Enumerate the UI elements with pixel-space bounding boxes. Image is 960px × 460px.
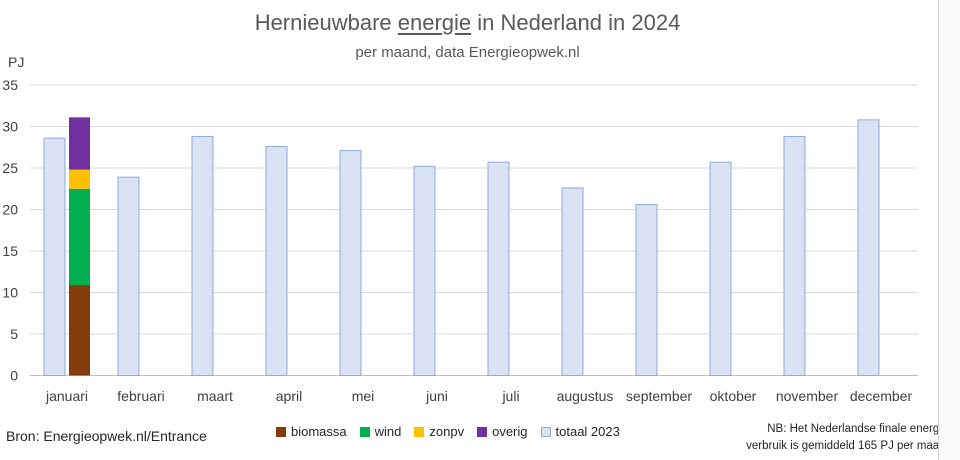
x-tick-label-oktober: oktober — [710, 388, 757, 404]
y-tick-label-25: 25 — [2, 160, 18, 176]
bar-totaal-2023-februari — [117, 176, 140, 376]
bar-totaal-2023-juli — [487, 161, 510, 376]
legend-label-overig: overig — [492, 424, 528, 439]
y-tick-label-15: 15 — [2, 243, 18, 259]
legend-item-overig: overig — [477, 424, 528, 439]
chart-subtitle: per maand, data Energieopwek.nl — [355, 44, 580, 61]
x-tick-label-april: april — [276, 388, 302, 404]
legend-item-wind: wind — [359, 424, 402, 439]
x-tick-label-januari: januari — [45, 388, 88, 404]
bar-totaal-2023-november — [783, 135, 806, 376]
y-tick-label-10: 10 — [2, 285, 18, 301]
x-tick-label-mei: mei — [352, 388, 375, 404]
x-tick-label-juni: juni — [425, 388, 448, 404]
bar-totaal-2023-augustus — [561, 187, 584, 376]
x-tick-label-maart: maart — [197, 388, 233, 404]
chart-title: Hernieuwbare energie in Nederland in 202… — [0, 10, 935, 36]
bar-chart: 0 5 10 15 20 25 30 35 januari februari maart april… — [2, 77, 918, 404]
y-tick-label-0: 0 — [10, 368, 18, 384]
legend-label-biomassa: biomassa — [291, 424, 347, 439]
x-tick-label-september: september — [626, 388, 692, 404]
x-axis-ticks: januari februari maart april mei juni juli augu… — [45, 388, 912, 404]
legend-item-zonpv: zonpv — [414, 424, 464, 439]
bar-overig-januari — [69, 117, 90, 170]
legend-item-biomassa: biomassa — [276, 424, 347, 439]
bar-biomassa-januari — [69, 285, 90, 376]
legend-item-totaal-2023: totaal 2023 — [540, 424, 620, 439]
source-text: Bron: Energieopwek.nl/Entrance — [6, 428, 207, 444]
bar-wind-januari — [69, 188, 90, 286]
legend-label-wind: wind — [374, 424, 402, 439]
y-tick-label-35: 35 — [2, 77, 18, 93]
chart-title-prefix: Hernieuwbare — [254, 10, 398, 35]
bar-totaal-2023-januari — [43, 137, 66, 376]
bars — [43, 117, 880, 376]
y-axis-ticks: 0 5 10 15 20 25 30 35 — [2, 77, 18, 384]
bar-totaal-2023-december — [857, 119, 880, 376]
bar-totaal-2023-april — [265, 145, 288, 376]
legend-label-totaal-2023: totaal 2023 — [555, 424, 620, 439]
x-tick-label-december: december — [850, 388, 913, 404]
bar-totaal-2023-oktober — [709, 161, 732, 376]
y-axis-unit-label: PJ — [8, 54, 25, 70]
legend: biomassa wind zonpv overig totaal 2023 — [276, 424, 620, 439]
bar-zonpv-januari — [69, 169, 90, 189]
bar-totaal-2023-mei — [339, 150, 362, 376]
legend-swatch-overig — [477, 426, 488, 437]
gridlines — [30, 84, 918, 376]
legend-label-zonpv: zonpv — [429, 424, 465, 439]
legend-swatch-totaal-2023 — [540, 426, 551, 437]
legend-swatch-biomassa — [276, 426, 286, 437]
x-tick-label-februari: februari — [117, 388, 164, 404]
bar-totaal-2023-maart — [191, 135, 214, 376]
y-tick-label-30: 30 — [2, 119, 18, 135]
x-tick-label-juli: juli — [501, 388, 519, 404]
footnote-line-1: NB: Het Nederlandse finale energie- — [767, 423, 952, 435]
x-tick-label-augustus: augustus — [557, 388, 614, 404]
footnote: NB: Het Nederlandse finale energie- verb… — [692, 421, 952, 455]
chart-title-link-word[interactable]: energie — [397, 10, 472, 35]
bar-totaal-2023-juni — [413, 165, 436, 376]
x-tick-label-november: november — [776, 388, 839, 404]
footnote-line-2: verbruik is gemiddeld 165 PJ per maand — [746, 440, 952, 452]
legend-swatch-zonpv — [414, 426, 425, 437]
y-tick-label-5: 5 — [10, 326, 18, 342]
window-edge — [938, 0, 960, 460]
y-tick-label-20: 20 — [2, 202, 18, 218]
chart-title-suffix: in Nederland in 2024 — [471, 10, 681, 35]
bar-totaal-2023-september — [635, 204, 658, 376]
legend-swatch-wind — [359, 426, 370, 437]
